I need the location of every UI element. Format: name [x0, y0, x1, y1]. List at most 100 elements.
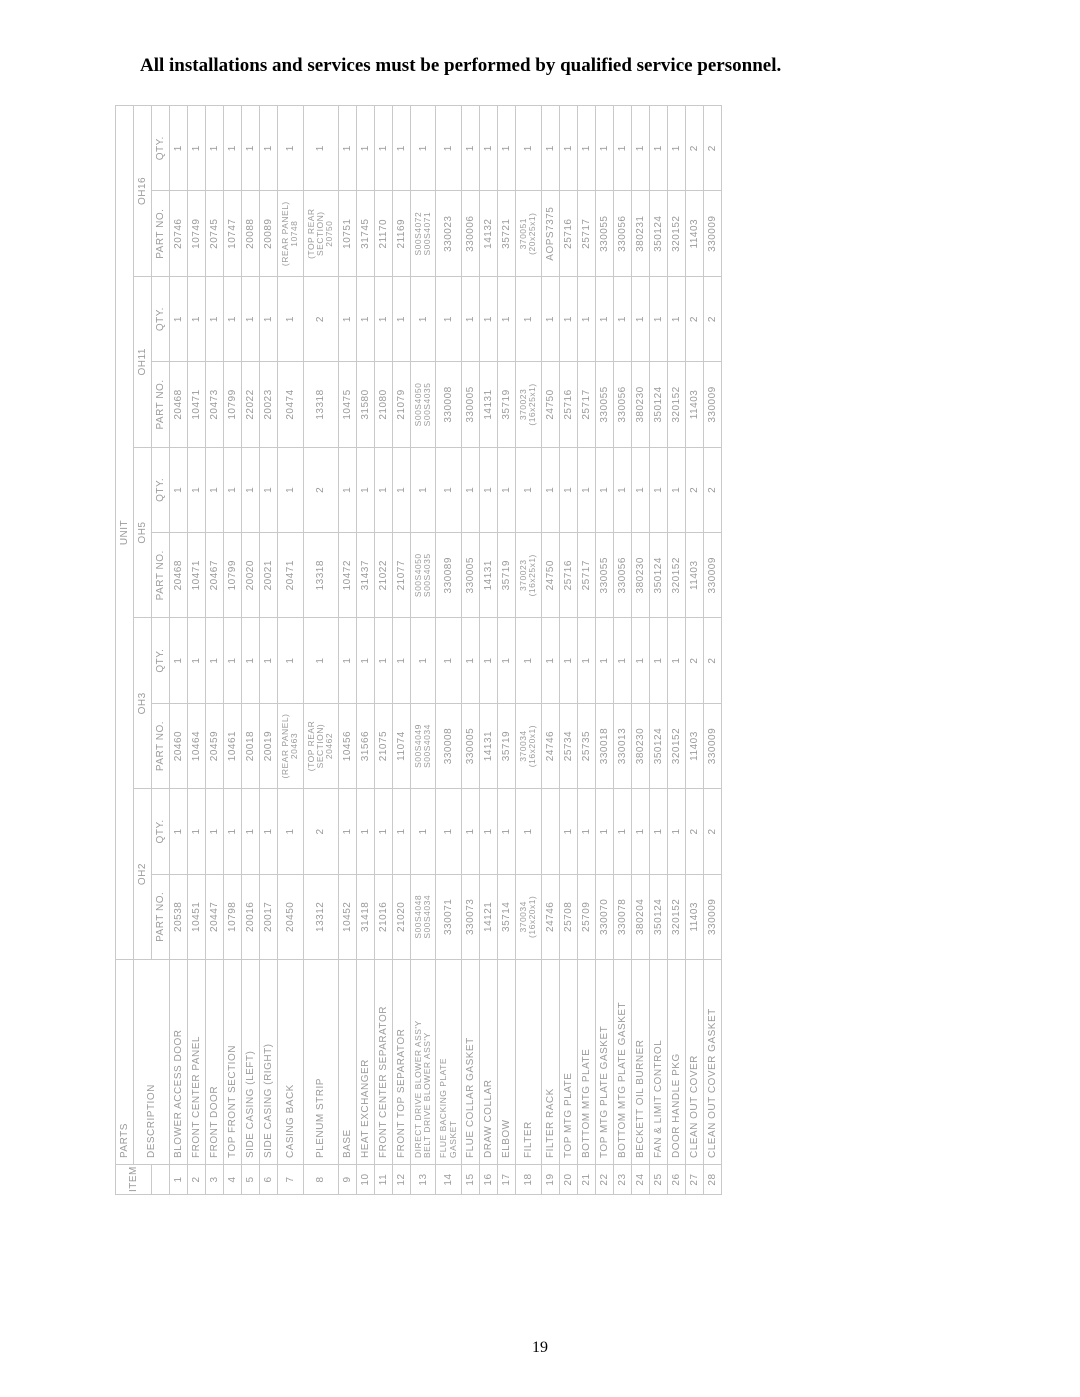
part-no-cell: 21016	[374, 874, 392, 959]
qty-cell: 1	[577, 106, 595, 191]
qty-cell: 1	[595, 447, 613, 532]
part-no-cell: 13318	[303, 362, 338, 447]
part-no-cell: 11403	[685, 703, 703, 788]
table-row: 12FRONT TOP SEPARATOR2102011107412107712…	[392, 106, 410, 1195]
description-cell: DRAW COLLAR	[480, 960, 498, 1165]
part-no-cell: 330009	[703, 191, 721, 276]
part-no-cell: 20088	[242, 191, 260, 276]
qty-cell: 1	[480, 789, 498, 874]
part-no-cell: 35719	[498, 362, 516, 447]
part-no-cell: 20460	[170, 703, 188, 788]
part-no-cell: 380230	[631, 362, 649, 447]
item-cell: 5	[242, 1165, 260, 1195]
part-no-cell: 25709	[577, 874, 595, 959]
part-no-cell: 20018	[242, 703, 260, 788]
table-row: 13DIRECT DRIVE BLOWER ASS'YBELT DRIVE BL…	[410, 106, 436, 1195]
qty-cell: 1	[631, 447, 649, 532]
part-no-cell: 330005	[462, 362, 480, 447]
part-no-cell: 330056	[613, 362, 631, 447]
table-row: 27CLEAN OUT COVER11403211403211403211403…	[685, 106, 703, 1195]
part-no-cell: 21020	[392, 874, 410, 959]
description-cell: FLUE BACKING PLATEGASKET	[436, 960, 462, 1165]
part-no-cell: 10751	[338, 191, 356, 276]
qty-cell: 1	[260, 789, 278, 874]
description-cell: BLOWER ACCESS DOOR	[170, 960, 188, 1165]
qty-cell: 1	[667, 618, 685, 703]
qty-cell: 1	[392, 106, 410, 191]
qty-cell: 1	[374, 789, 392, 874]
part-no-cell: 330018	[595, 703, 613, 788]
description-cell: TOP MTG PLATE GASKET	[595, 960, 613, 1165]
qty-cell: 1	[260, 447, 278, 532]
qty-cell: 1	[242, 106, 260, 191]
part-no-cell: (REAR PANEL)10748	[278, 191, 304, 276]
item-cell: 11	[374, 1165, 392, 1195]
qty-cell: 1	[498, 106, 516, 191]
part-no-cell: 11403	[685, 533, 703, 618]
part-no-cell: 22022	[242, 362, 260, 447]
table-row: 11FRONT CENTER SEPARATOR2101612107512102…	[374, 106, 392, 1195]
description-cell: HEAT EXCHANGER	[356, 960, 374, 1165]
qty-cell: 1	[374, 618, 392, 703]
description-cell: CASING BACK	[278, 960, 304, 1165]
qty-cell: 1	[577, 447, 595, 532]
part-no-cell: 330070	[595, 874, 613, 959]
qty-cell: 1	[559, 618, 577, 703]
table-row: 1BLOWER ACCESS DOOR205381204601204681204…	[170, 106, 188, 1195]
qty-cell: 1	[278, 618, 304, 703]
qty-cell: 2	[685, 276, 703, 361]
part-no-cell: 380231	[631, 191, 649, 276]
item-cell: 15	[462, 1165, 480, 1195]
part-no-cell: 330055	[595, 533, 613, 618]
qty-cell: 1	[649, 276, 667, 361]
header-part-no: PART NO.	[152, 703, 170, 788]
part-no-cell: 20019	[260, 703, 278, 788]
header-model-oh2: OH2	[134, 789, 152, 960]
part-no-cell: 20017	[260, 874, 278, 959]
qty-cell: 2	[685, 789, 703, 874]
part-no-cell: 25735	[577, 703, 595, 788]
qty-cell: 1	[462, 447, 480, 532]
qty-cell: 1	[541, 618, 559, 703]
item-cell: 8	[303, 1165, 338, 1195]
part-no-cell: 11403	[685, 874, 703, 959]
part-no-cell: 24750	[541, 362, 559, 447]
part-no-cell: 10451	[188, 874, 206, 959]
table-row: 16DRAW COLLAR141211141311141311141311141…	[480, 106, 498, 1195]
qty-cell: 1	[613, 618, 631, 703]
part-no-cell: 10799	[224, 533, 242, 618]
part-no-cell: 370023(16x25x1)	[516, 533, 542, 618]
qty-cell: 1	[595, 789, 613, 874]
item-cell: 12	[392, 1165, 410, 1195]
part-no-cell: 25717	[577, 362, 595, 447]
qty-cell: 1	[338, 618, 356, 703]
qty-cell: 1	[374, 447, 392, 532]
qty-cell: 1	[278, 447, 304, 532]
description-cell: FAN & LIMIT CONTROL	[649, 960, 667, 1165]
part-no-cell: 20020	[242, 533, 260, 618]
qty-cell: 1	[436, 618, 462, 703]
part-no-cell: 13312	[303, 874, 338, 959]
qty-cell: 1	[462, 276, 480, 361]
qty-cell: 1	[595, 276, 613, 361]
part-no-cell: 330005	[462, 533, 480, 618]
part-no-cell: 20745	[206, 191, 224, 276]
qty-cell: 1	[559, 276, 577, 361]
item-cell: 14	[436, 1165, 462, 1195]
part-no-cell: 14132	[480, 191, 498, 276]
qty-cell: 1	[462, 106, 480, 191]
part-no-cell: 320152	[667, 191, 685, 276]
table-row: 14FLUE BACKING PLATEGASKET33007113300081…	[436, 106, 462, 1195]
part-no-cell: 21170	[374, 191, 392, 276]
description-cell: FILTER	[516, 960, 542, 1165]
part-no-cell: 21077	[392, 533, 410, 618]
part-no-cell: 330009	[703, 874, 721, 959]
part-no-cell: 350124	[649, 191, 667, 276]
qty-cell: 1	[224, 789, 242, 874]
qty-cell: 1	[410, 618, 436, 703]
part-no-cell: 21169	[392, 191, 410, 276]
qty-cell: 1	[613, 447, 631, 532]
description-cell: BECKETT OIL BURNER	[631, 960, 649, 1165]
qty-cell: 1	[278, 106, 304, 191]
qty-cell: 1	[260, 618, 278, 703]
